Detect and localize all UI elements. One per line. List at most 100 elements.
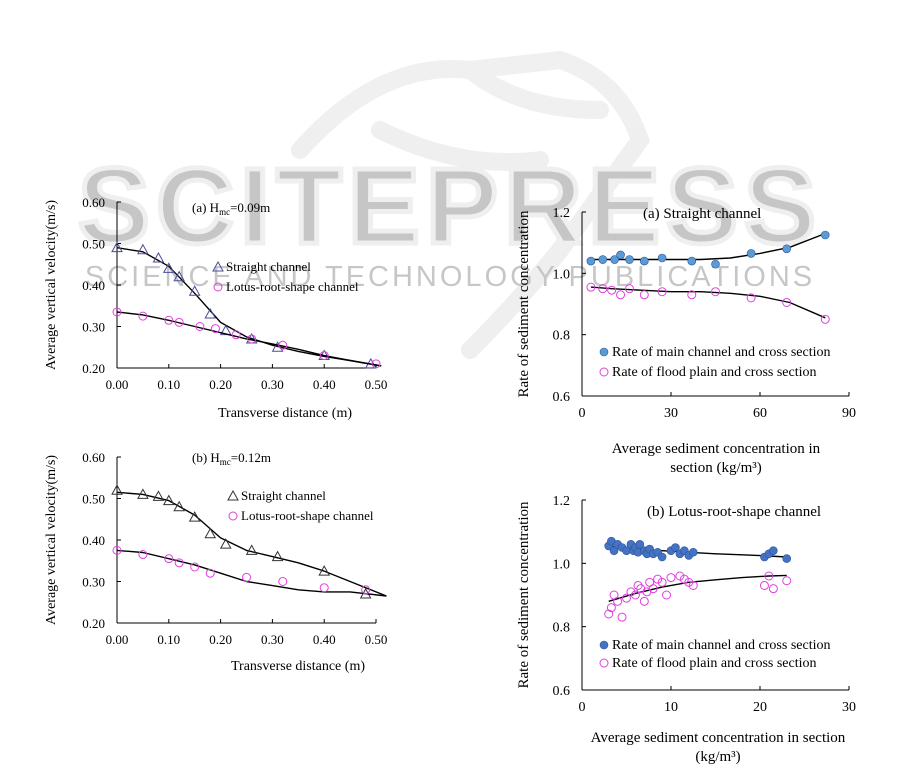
x-tick-label: 0.00 <box>106 632 129 647</box>
data-point <box>662 590 672 600</box>
watermark: SCITEPRESS SCIENCE AND TECHNOLOGY PUBLIC… <box>75 50 822 359</box>
data-point <box>174 317 184 327</box>
data-point <box>653 574 663 584</box>
x-axis-label-line: section (kg/m³) <box>670 460 762 476</box>
x-tick-label: 0.20 <box>209 632 232 647</box>
legend-marker <box>228 511 238 521</box>
data-point <box>616 290 626 300</box>
x-tick-label: 0.50 <box>365 377 388 392</box>
data-point <box>271 550 284 562</box>
x-tick-label: 60 <box>753 406 767 421</box>
y-tick-label: 1.0 <box>553 267 571 282</box>
y-tick-label: 0.40 <box>82 533 105 548</box>
y-tick-label: 0.20 <box>82 616 105 631</box>
series-1: Lotus-root-shape channel <box>112 508 387 597</box>
trend-line <box>590 232 826 261</box>
data-point <box>625 255 634 264</box>
data-point <box>111 241 123 253</box>
y-tick-label: 1.2 <box>553 494 571 509</box>
legend-label: Straight channel <box>226 259 311 274</box>
y-tick-label: 0.6 <box>553 390 571 405</box>
data-point <box>635 540 645 549</box>
data-point <box>174 558 184 568</box>
data-point <box>657 253 667 263</box>
x-axis-label: Transverse distance (m) <box>231 659 365 674</box>
data-point <box>746 249 756 258</box>
data-point <box>639 596 649 606</box>
data-point <box>639 256 649 266</box>
legend-label: Straight channel <box>241 488 326 503</box>
data-point <box>278 340 288 350</box>
data-point <box>152 490 165 501</box>
y-tick-label: 0.60 <box>82 450 105 465</box>
x-tick-label: 0 <box>579 700 586 715</box>
data-point <box>622 593 631 603</box>
series-0: Rate of main channel and cross section <box>586 230 830 360</box>
data-point <box>648 584 658 594</box>
x-axis-label: Transverse distance (m) <box>218 406 352 421</box>
legend-label: Lotus-root-shape channel <box>241 508 374 523</box>
x-tick-label: 0.10 <box>157 377 180 392</box>
x-tick-label: 0.30 <box>261 377 284 392</box>
data-point <box>746 293 756 303</box>
watermark-book-icon <box>291 50 651 359</box>
data-point <box>210 324 220 334</box>
x-tick-label: 0.10 <box>157 632 180 647</box>
chart-title: (b) Lotus-root-shape channel <box>647 504 821 520</box>
x-tick-label: 90 <box>842 406 856 421</box>
data-point <box>687 256 697 266</box>
x-tick-label: 0.30 <box>261 632 284 647</box>
data-point <box>624 284 634 294</box>
trend-line <box>590 286 826 319</box>
data-point <box>371 359 381 369</box>
y-tick-label: 0.40 <box>82 278 105 293</box>
chart-a-straight-channel-sediment: 0.6 0.8 1.0 1.2 0 30 60 90 Rate of sediment conc… <box>516 206 856 476</box>
x-tick-label: 0.40 <box>313 377 336 392</box>
legend-marker <box>227 489 239 501</box>
series-1: Lotus-root-shape channel <box>112 279 382 369</box>
series-1: Rate of flood plain and cross section <box>586 282 830 380</box>
data-point <box>679 574 689 584</box>
data-point <box>607 285 617 295</box>
data-point <box>138 311 148 321</box>
data-point <box>137 488 149 499</box>
data-point <box>278 577 288 586</box>
y-axis-label: Average vertical velocity(m/s) <box>44 200 59 370</box>
data-point <box>190 562 200 572</box>
data-point <box>188 511 201 522</box>
data-point <box>195 322 205 331</box>
y-tick-label: 0.30 <box>82 575 105 590</box>
data-point <box>188 285 201 296</box>
data-point <box>820 314 830 324</box>
data-point <box>138 550 148 560</box>
data-point <box>152 251 165 263</box>
data-point <box>657 552 667 562</box>
chart-a-velocity-hmc-009: 0.20 0.30 0.40 0.50 0.60 0.00 0.10 0.20 0.30 0.40… <box>44 195 387 421</box>
y-tick-label: 0.8 <box>553 621 571 636</box>
y-tick-label: 0.50 <box>82 237 105 252</box>
x-tick-label: 20 <box>753 700 767 715</box>
x-tick-label: 30 <box>664 406 678 421</box>
data-point <box>162 494 175 506</box>
chart-b-velocity-hmc-012: 0.20 0.30 0.40 0.50 0.60 0.00 0.10 0.20 0.30 0.40… <box>44 450 387 674</box>
data-point <box>598 255 608 264</box>
legend-marker <box>599 347 609 357</box>
x-axis-label-line: (kg/m³) <box>695 749 740 765</box>
data-point <box>616 250 625 260</box>
data-point <box>820 230 830 240</box>
data-point <box>675 571 685 581</box>
data-point <box>711 287 720 297</box>
watermark-tagline: SCIENCE AND TECHNOLOGY PUBLICATIONS <box>85 261 815 293</box>
chart-b-lotus-root-channel-sediment: 0.6 0.8 1.0 1.2 0 10 20 30 Rate of sediment conc… <box>516 494 856 765</box>
data-point <box>247 334 257 344</box>
data-point <box>586 256 596 266</box>
legend-marker <box>599 658 609 668</box>
data-point <box>606 603 616 613</box>
watermark-word: SCITEPRESS <box>78 145 822 266</box>
data-point <box>219 538 232 549</box>
data-point <box>639 290 649 300</box>
y-tick-label: 1.0 <box>553 557 571 572</box>
data-point <box>231 330 241 340</box>
y-axis-label: Rate of sediment concentration <box>516 210 532 398</box>
y-tick-label: 0.30 <box>82 320 105 335</box>
